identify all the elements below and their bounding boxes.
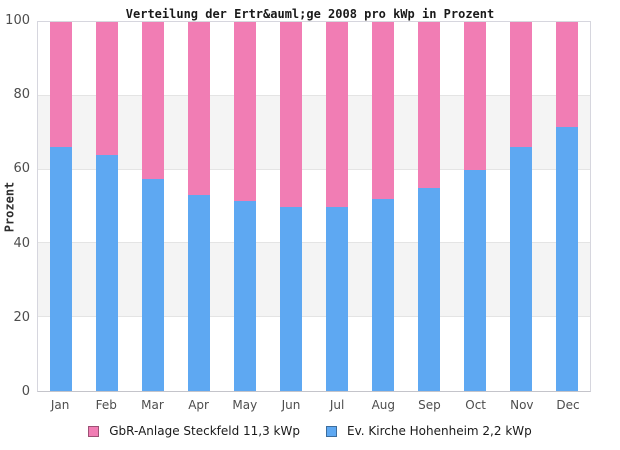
bar-segment: [142, 178, 164, 391]
bar-column: [314, 22, 360, 391]
bar-segment: [464, 169, 486, 391]
y-axis-ticks: 0 20 40 60 80 100: [0, 14, 33, 399]
x-tick-label: Aug: [371, 398, 395, 412]
bar-column: [360, 22, 406, 391]
bar-column: [176, 22, 222, 391]
legend-label: Ev. Kirche Hohenheim 2,2 kWp: [346, 424, 532, 438]
plot-band: [38, 317, 590, 391]
bar-column: [84, 22, 130, 391]
bar-segment: [188, 22, 210, 196]
y-tick-label: 0: [21, 384, 30, 399]
bar-segment: [280, 22, 302, 207]
bar-segment: [372, 199, 394, 391]
bar-segment: [464, 22, 486, 170]
plot-band: [38, 22, 590, 96]
bar-column: [452, 22, 498, 391]
gridline: [38, 168, 590, 170]
gridline: [38, 316, 590, 318]
legend-swatch: [325, 425, 337, 437]
x-axis-ticks: Jan Feb Mar Apr May Jun Jul Aug Sep Oct Nov Dec: [37, 398, 591, 412]
bar-segment: [418, 22, 440, 189]
bar-segment: [96, 22, 118, 155]
gridline: [38, 94, 590, 96]
plot-band: [38, 243, 590, 318]
bar-column: [498, 22, 544, 391]
bar-segment: [326, 206, 348, 391]
x-tick-label: Mar: [141, 398, 164, 412]
bar-segment: [142, 22, 164, 179]
legend: GbR-Anlage Steckfeld 11,3 kWp Ev. Kirche …: [0, 424, 620, 438]
bar-segment: [510, 147, 532, 391]
legend-item: Ev. Kirche Hohenheim 2,2 kWp: [325, 424, 532, 438]
legend-label: GbR-Anlage Steckfeld 11,3 kWp: [109, 424, 300, 438]
y-tick-label: 80: [13, 87, 30, 103]
bar-segment: [418, 188, 440, 391]
chart-title: Verteilung der Ertr&auml;ge 2008 pro kWp…: [125, 7, 495, 21]
bar-segment: [510, 22, 532, 148]
bar-column: [544, 22, 590, 391]
x-tick-label: Apr: [188, 398, 209, 412]
bar-segment: [280, 206, 302, 391]
x-tick-label: Nov: [510, 398, 534, 412]
x-tick-label: Feb: [95, 398, 117, 412]
x-tick-label: Dec: [556, 398, 580, 412]
legend-swatch: [88, 425, 100, 437]
y-tick-label: 100: [5, 13, 30, 28]
bar-segment: [372, 22, 394, 200]
plot-band: [38, 169, 590, 244]
y-tick-label: 60: [13, 161, 30, 177]
bar-segment: [234, 22, 256, 201]
x-tick-label: Jan: [50, 398, 70, 412]
bar-segment: [234, 200, 256, 391]
plot-band: [38, 95, 590, 170]
bars-container: [38, 22, 590, 391]
bar-segment: [556, 127, 578, 391]
x-tick-label: Jul: [329, 398, 345, 412]
bar-column: [130, 22, 176, 391]
y-tick-label: 40: [13, 235, 30, 251]
bar-column: [38, 22, 84, 391]
bar-column: [406, 22, 452, 391]
bar-segment: [50, 22, 72, 148]
gridline: [38, 242, 590, 244]
x-tick-label: May: [232, 398, 258, 412]
x-tick-label: Sep: [418, 398, 441, 412]
legend-item: GbR-Anlage Steckfeld 11,3 kWp: [88, 424, 300, 438]
bar-column: [268, 22, 314, 391]
bar-segment: [50, 147, 72, 391]
bar-column: [222, 22, 268, 391]
y-tick-label: 20: [13, 309, 30, 325]
bar-segment: [326, 22, 348, 207]
x-tick-label: Oct: [465, 398, 486, 412]
x-tick-label: Jun: [281, 398, 301, 412]
bar-segment: [188, 195, 210, 391]
plot-area: [37, 21, 591, 392]
bar-segment: [96, 154, 118, 391]
bar-segment: [556, 22, 578, 128]
